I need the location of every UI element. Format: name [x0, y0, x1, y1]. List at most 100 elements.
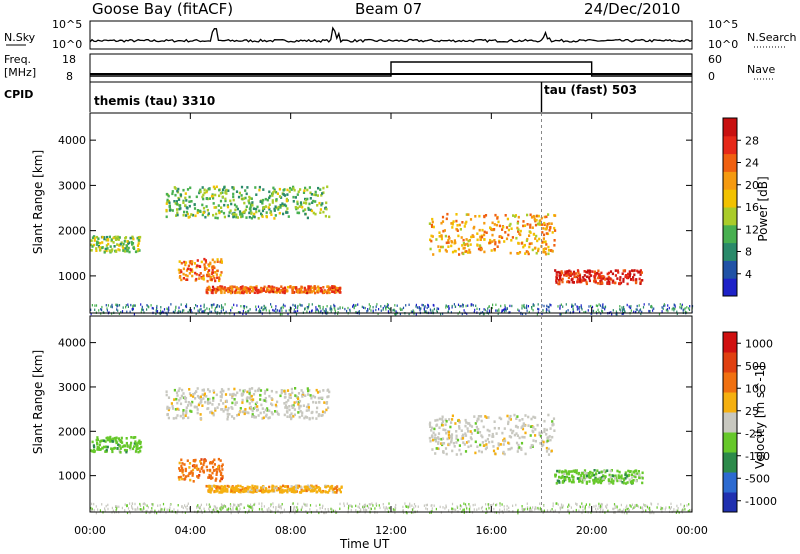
power-ground-cell: [141, 305, 143, 309]
velocity-echo-cell: [290, 417, 293, 421]
velocity-ground-cell: [584, 505, 586, 508]
velocity-echo-cell: [179, 414, 182, 418]
power-echo-cell: [619, 281, 623, 285]
power-ground-cell: [560, 312, 562, 316]
velocity-ground-cell: [542, 511, 544, 514]
velocity-echo-cell: [567, 470, 570, 473]
velocity-ground-cell: [682, 508, 684, 511]
power-echo-cell: [567, 276, 570, 280]
velocity-echo-cell: [237, 484, 240, 488]
power-echo-cell: [462, 238, 465, 242]
power-echo-cell: [596, 282, 599, 285]
power-echo-cell: [316, 194, 319, 197]
power-echo-cell: [497, 220, 500, 224]
power-echo-cell: [98, 246, 101, 249]
power-ground-cell: [590, 304, 592, 308]
power-echo-cell: [498, 241, 501, 244]
power-ground-cell: [559, 307, 561, 310]
beam-title: Beam 07: [355, 0, 423, 18]
power-ground-cell: [125, 304, 127, 307]
velocity-echo-cell: [323, 401, 326, 404]
velocity-echo-cell: [607, 479, 610, 483]
velocity-ground-cell: [169, 503, 171, 506]
power-echo-cell: [435, 238, 438, 241]
velocity-echo-cell: [430, 426, 434, 430]
velocity-ground-cell: [252, 507, 254, 510]
velocity-echo-cell: [99, 440, 102, 443]
power-ground-cell: [329, 307, 331, 310]
power-echo-cell: [463, 243, 466, 247]
velocity-echo-cell: [325, 408, 328, 412]
power-echo-cell: [271, 289, 274, 293]
velocity-ground-cell: [445, 505, 447, 509]
power-echo-cell: [212, 213, 215, 217]
velocity-echo-cell: [272, 489, 275, 492]
power-ground-cell: [262, 308, 264, 312]
velocity-ground-cell: [552, 504, 554, 508]
power-ground-cell: [306, 310, 308, 313]
velocity-echo-cell: [464, 450, 468, 453]
velocity-echo-cell: [241, 401, 244, 404]
power-echo-cell: [322, 286, 325, 289]
velocity-ground-cell: [686, 504, 688, 507]
velocity-ground-cell: [600, 504, 602, 507]
power-ground-cell: [505, 308, 507, 311]
velocity-echo-cell: [447, 431, 450, 434]
velocity-ground-cell: [261, 508, 263, 511]
power-ground-cell: [352, 303, 355, 307]
power-ground-cell: [361, 305, 363, 309]
velocity-echo-cell: [458, 421, 461, 424]
power-ground-cell: [426, 306, 428, 310]
velocity-echo-cell: [131, 447, 135, 451]
velocity-echo-cell: [123, 448, 127, 452]
velocity-echo-cell: [175, 397, 178, 401]
velocity-ground-cell: [304, 504, 307, 507]
velocity-echo-cell: [212, 399, 215, 402]
velocity-ground-cell: [214, 510, 216, 513]
power-ground-cell: [583, 311, 585, 314]
power-ground-cell: [674, 304, 676, 307]
power-ground-cell: [315, 310, 317, 313]
power-echo-cell: [202, 197, 205, 201]
power-echo-cell: [431, 235, 434, 238]
velocity-colorbar-tick-label: -25: [745, 427, 763, 440]
power-echo-cell: [611, 281, 614, 284]
power-echo-cell: [206, 274, 209, 278]
velocity-echo-cell: [204, 400, 207, 404]
velocity-echo-cell: [625, 482, 628, 485]
power-ground-cell: [410, 310, 412, 313]
power-ground-cell: [517, 308, 519, 311]
power-echo-cell: [191, 260, 194, 263]
velocity-echo-cell: [170, 402, 173, 405]
xtick-label: 20:00: [576, 524, 608, 537]
velocity-ground-cell: [626, 507, 628, 511]
velocity-echo-cell: [125, 449, 128, 452]
power-echo-cell: [204, 259, 207, 262]
velocity-ground-cell: [639, 506, 642, 509]
velocity-echo-cell: [214, 479, 217, 482]
velocity-ground-cell: [116, 507, 118, 510]
velocity-echo-cell: [491, 435, 494, 438]
velocity-ground-cell: [402, 505, 404, 509]
power-echo-cell: [189, 186, 192, 190]
power-echo-cell: [326, 289, 329, 292]
velocity-echo-cell: [179, 469, 182, 472]
power-ground-cell: [576, 308, 578, 311]
power-ground-cell: [537, 307, 539, 311]
power-echo-cell: [165, 208, 168, 212]
velocity-echo-cell: [255, 401, 259, 404]
velocity-echo-cell: [477, 427, 480, 431]
power-echo-cell: [588, 270, 591, 274]
velocity-echo-cell: [125, 441, 128, 445]
velocity-echo-cell: [516, 434, 519, 437]
power-echo-cell: [165, 215, 168, 219]
velocity-echo-cell: [262, 486, 265, 489]
power-colorbar-tick-label: 20: [745, 179, 759, 192]
velocity-ground-cell: [626, 504, 628, 507]
velocity-echo-cell: [264, 396, 267, 400]
power-ground-cell: [399, 312, 401, 316]
power-echo-cell: [295, 207, 298, 211]
power-ground-cell: [585, 310, 587, 314]
power-ground-cell: [572, 304, 574, 308]
power-ground-cell: [156, 310, 158, 313]
